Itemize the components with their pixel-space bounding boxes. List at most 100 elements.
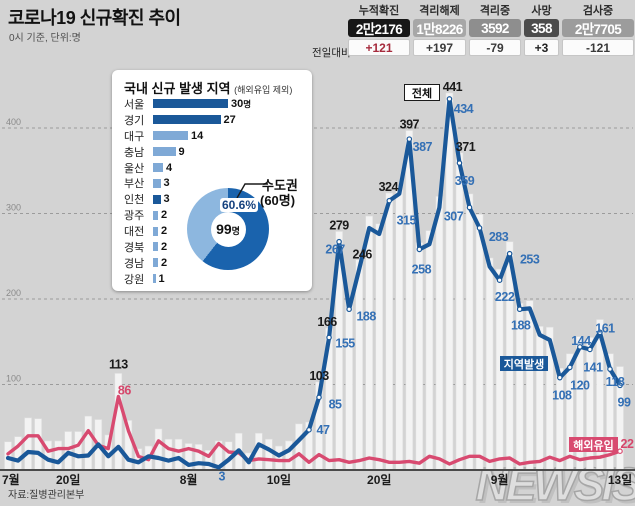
donut-total-label: 99명 <box>216 221 240 237</box>
region-bar <box>153 274 156 284</box>
region-bar <box>153 163 163 172</box>
title-note: 0시 기준, 단위:명 <box>9 33 81 44</box>
stat-column-1: 누적확진 2만2176 +121 <box>348 3 410 56</box>
y-tick-label: 200 <box>6 288 21 298</box>
total-bar <box>174 438 183 471</box>
point-marker <box>316 394 322 401</box>
point-label-지역발생: 387 <box>413 140 433 154</box>
point-label-지역발생: 120 <box>570 378 590 392</box>
point-marker <box>446 96 453 102</box>
x-tick-label: 9월 <box>491 472 509 487</box>
region-name: 경기 <box>124 114 145 127</box>
point-marker <box>557 374 563 381</box>
point-label-전체: 324 <box>379 180 399 194</box>
stat-value-badge: 3592 <box>469 19 521 37</box>
point-label-지역발생: 99 <box>618 395 631 409</box>
region-value: 9 <box>178 145 185 158</box>
point-label-전체: 246 <box>352 248 372 262</box>
page-title: 코로나19 신규확진 추이 <box>8 8 181 28</box>
region-panel-title: 국내 신규 발생 지역 (해외유입 제외) <box>124 78 292 97</box>
stat-value-badge: 1만8226 <box>413 19 466 37</box>
point-label-해외유입: 86 <box>118 383 131 397</box>
region-row: 경기 27 <box>124 112 306 128</box>
point-label-지역발생: 161 <box>595 321 615 335</box>
y-tick-label: 400 <box>6 117 21 127</box>
point-label-전체: 397 <box>400 118 420 132</box>
region-bar <box>153 115 221 125</box>
point-marker <box>506 250 513 257</box>
stat-delta: +121 <box>348 39 410 56</box>
x-tick-label: 10일 <box>267 473 291 487</box>
region-row: 부산 3 <box>124 175 306 191</box>
region-name: 부산 <box>124 178 145 191</box>
x-tick-label: 8월 <box>180 472 198 487</box>
total-bar <box>194 444 203 471</box>
point-marker <box>617 382 623 389</box>
stat-label: 누적확진 <box>358 5 400 17</box>
region-value: 4 <box>166 161 173 174</box>
total-bar <box>556 367 564 471</box>
donut-hole: 99명 <box>210 211 246 247</box>
region-name: 광주 <box>124 210 145 223</box>
region-row: 대전 2 <box>124 223 306 239</box>
point-label-지역발생: 253 <box>520 253 540 267</box>
x-tick-label: 7월 <box>2 472 20 487</box>
legend-imported-badge: 해외유입 <box>569 437 618 452</box>
total-bar <box>485 257 494 471</box>
region-name: 충남 <box>124 146 145 159</box>
stat-column-5: 검사중 2만7705 -121 <box>562 3 634 56</box>
region-bar <box>153 258 158 268</box>
point-label-지역발생: 222 <box>495 290 515 304</box>
point-label-지역발생: 47 <box>317 423 330 437</box>
region-bar <box>153 99 228 109</box>
region-row: 경남 2 <box>124 255 306 271</box>
point-marker <box>386 197 393 204</box>
region-name: 서울 <box>124 98 145 111</box>
point-label-지역발생: 359 <box>455 174 475 188</box>
total-bar <box>74 431 83 471</box>
point-marker <box>577 344 583 350</box>
point-label-지역발생: 108 <box>552 389 572 403</box>
region-value: 3 <box>163 177 170 190</box>
region-name: 인천 <box>124 194 145 207</box>
x-tick-label: 20일 <box>367 473 391 487</box>
point-label-지역발생: 188 <box>356 309 376 323</box>
stat-delta: -121 <box>562 39 634 56</box>
point-marker <box>336 238 342 245</box>
region-row: 경북 2 <box>124 239 306 255</box>
stat-value-badge: 2만7705 <box>562 19 634 37</box>
total-bar <box>465 193 474 471</box>
point-label-지역발생: 307 <box>444 210 464 224</box>
point-label-전체: 113 <box>109 357 128 371</box>
region-value: 2 <box>161 240 168 253</box>
total-bar <box>84 415 93 471</box>
point-label-전체: 371 <box>456 140 476 154</box>
callout-metro-count: (60명) <box>260 193 296 208</box>
region-row: 광주 2 <box>124 207 306 223</box>
total-bar <box>395 185 404 471</box>
region-value: 27 <box>223 113 236 126</box>
callout-metro-label: 수도권 <box>262 178 298 193</box>
region-value: 2 <box>161 225 168 238</box>
legend-local-badge: 지역발생 <box>500 356 548 371</box>
region-row: 서울 30명 <box>124 96 306 112</box>
point-label-지역발생: 155 <box>335 336 355 350</box>
point-marker <box>406 136 413 142</box>
point-label-지역발생: 267 <box>325 243 345 257</box>
point-marker <box>567 364 573 371</box>
region-row: 충남 9 <box>124 144 306 160</box>
point-marker <box>326 334 332 341</box>
point-label-전체: 441 <box>443 80 463 94</box>
total-bar <box>455 152 464 471</box>
stat-label: 사망 <box>531 5 552 17</box>
total-bar <box>435 196 444 471</box>
region-panel: 국내 신규 발생 지역 (해외유입 제외) 서울 30명 경기 27 대구 14 충남 9 울산… <box>112 70 312 291</box>
total-bar <box>54 440 62 471</box>
point-label-지역발생: 283 <box>489 230 509 244</box>
region-bar <box>153 178 161 188</box>
region-value: 1 <box>158 272 165 285</box>
point-marker <box>456 160 463 166</box>
region-value: 3 <box>163 193 170 206</box>
